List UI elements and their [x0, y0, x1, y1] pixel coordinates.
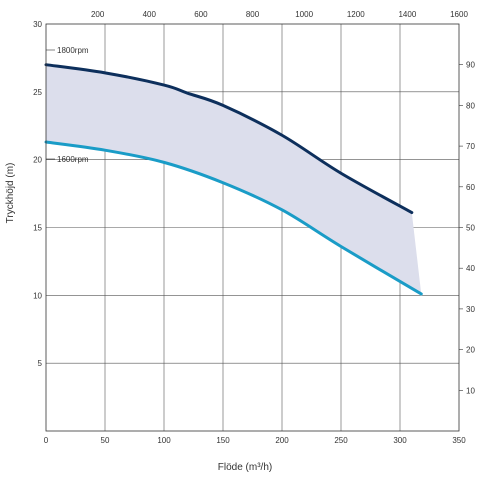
right-tick-label: 60 [466, 183, 475, 192]
top-tick-label: 1000 [295, 10, 313, 19]
y-tick-label: 25 [33, 88, 42, 97]
y-tick-label: 30 [33, 20, 42, 29]
x-tick-label: 150 [216, 436, 230, 445]
right-tick-label: 10 [466, 386, 475, 395]
x-tick-label: 0 [44, 436, 49, 445]
series-line-1800rpm [44, 63, 414, 215]
series-label-1600rpm: 1600rpm [57, 155, 89, 164]
x-tick-label: 350 [452, 436, 466, 445]
right-tick-label: 30 [466, 305, 475, 314]
top-tick-label: 1600 [450, 10, 468, 19]
y-tick-label: 10 [33, 291, 42, 300]
right-tick-label: 70 [466, 142, 475, 151]
right-tick-label: 20 [466, 346, 475, 355]
right-tick-label: 90 [466, 61, 475, 70]
right-tick-label: 40 [466, 264, 475, 273]
x-axis-title: Flöde (m³/h) [218, 462, 272, 473]
x-tick-label: 300 [393, 436, 407, 445]
top-tick-label: 800 [246, 10, 260, 19]
x-tick-label: 250 [334, 436, 348, 445]
x-tick-label: 100 [157, 436, 171, 445]
tick-labels: 0 50 100 150 200 250 300 350 5 10 15 20 25 30 200 400 60… [33, 10, 475, 445]
x-tick-label: 200 [275, 436, 289, 445]
top-tick-label: 200 [91, 10, 105, 19]
series-line-1600rpm [44, 140, 423, 296]
top-tick-label: 400 [143, 10, 157, 19]
top-tick-label: 1200 [347, 10, 365, 19]
top-tick-label: 600 [194, 10, 208, 19]
right-tick-label: 80 [466, 101, 475, 110]
y-tick-label: 15 [33, 224, 42, 233]
x-tick-label: 50 [101, 436, 110, 445]
y-tick-label: 5 [38, 359, 43, 368]
top-tick-label: 1400 [398, 10, 416, 19]
y-tick-label: 20 [33, 156, 42, 165]
series-lines [44, 49, 423, 296]
y-axis-title: Tryckhöjd (m) [5, 163, 16, 224]
right-tick-label: 50 [466, 224, 475, 233]
series-label-1800rpm: 1800rpm [57, 46, 89, 55]
